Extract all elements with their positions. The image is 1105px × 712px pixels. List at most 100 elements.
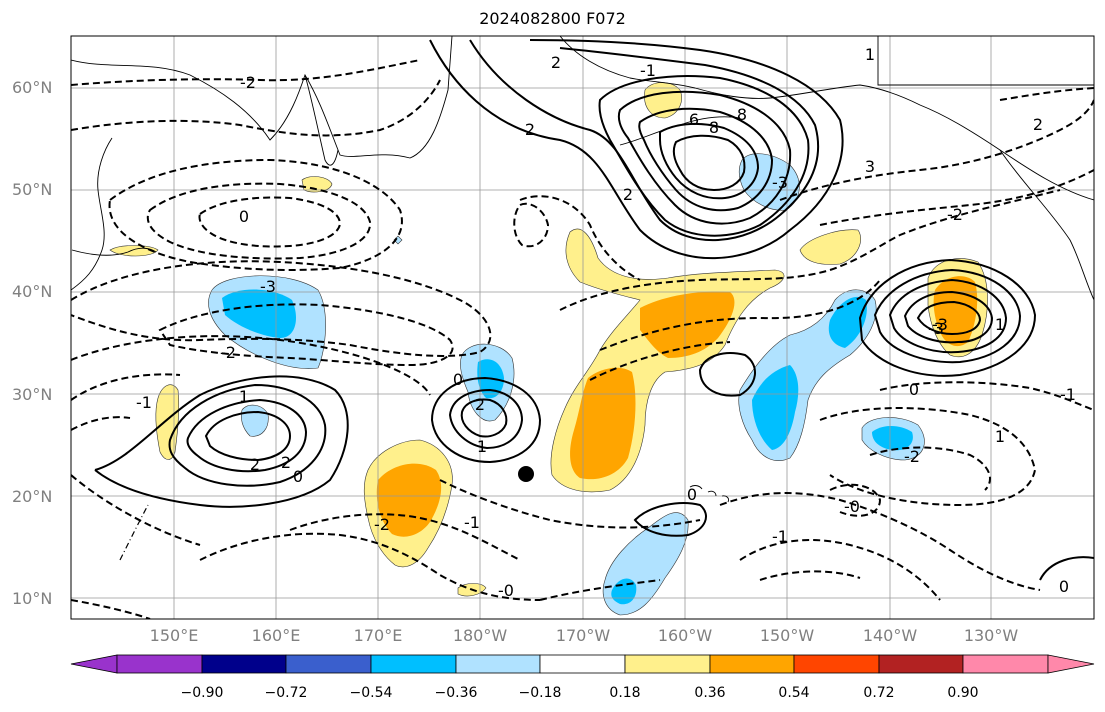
contour-label: 1 bbox=[239, 387, 249, 406]
colorbar-segment bbox=[370, 654, 457, 674]
dash-south-5 bbox=[739, 539, 941, 601]
contour-label: -3 bbox=[772, 173, 788, 192]
contour-north-high-6 bbox=[659, 122, 760, 200]
contour-south-small bbox=[633, 502, 707, 537]
contour-central-small bbox=[698, 352, 756, 397]
dash-north-3 bbox=[108, 158, 403, 271]
colorbar-tick: 0.90 bbox=[947, 685, 979, 701]
map-title: 2024082800 F072 bbox=[479, 9, 626, 28]
shade-pos-northeast bbox=[799, 229, 861, 265]
colorbar-segment bbox=[709, 654, 795, 674]
contour-north-high-1 bbox=[429, 39, 844, 260]
contour-label: -2 bbox=[220, 343, 236, 362]
coastline-hawaii bbox=[689, 485, 729, 503]
colorbar-tick: 0.54 bbox=[778, 685, 810, 701]
dash-mid-5 bbox=[71, 416, 131, 431]
contour-label: 0 bbox=[239, 207, 249, 226]
contour-east-high-1 bbox=[858, 258, 1037, 377]
shade-neg-east-core bbox=[872, 426, 913, 451]
contour-east-high-3 bbox=[888, 278, 1008, 354]
dash-center-3 bbox=[599, 279, 881, 351]
dash-north-1 bbox=[71, 59, 421, 86]
lat-label-40n: 40°N bbox=[12, 282, 53, 301]
dash-east-5 bbox=[819, 407, 1037, 507]
lat-label-60n: 60°N bbox=[12, 78, 53, 97]
contour-label: 1 bbox=[995, 315, 1005, 334]
contour-label: 6 bbox=[689, 110, 699, 129]
colorbar-min-extend bbox=[70, 654, 118, 674]
shade-pos-central-core2 bbox=[570, 367, 636, 480]
dash-mid-3 bbox=[71, 335, 431, 396]
shaded-anomalies bbox=[109, 82, 988, 616]
dash-south-3 bbox=[439, 479, 701, 529]
lat-label-30n: 30°N bbox=[12, 385, 53, 404]
lon-label-180w: 180°W bbox=[452, 626, 508, 645]
contour-label: -2 bbox=[240, 73, 256, 92]
contour-label: 0 bbox=[293, 467, 303, 486]
colorbar-segment bbox=[793, 654, 880, 674]
coastline-japan bbox=[71, 137, 113, 291]
dash-south-8 bbox=[539, 579, 661, 601]
contour-label: -0 bbox=[844, 497, 860, 516]
dash-east-4 bbox=[879, 381, 1094, 411]
coastline-bering bbox=[559, 36, 1094, 201]
shade-neg-central-core2 bbox=[828, 296, 867, 348]
colorbar-segment bbox=[455, 654, 541, 674]
contour-label: -3 bbox=[932, 315, 948, 334]
contour-north-high-3 bbox=[598, 75, 810, 237]
contour-dateline-low-3 bbox=[460, 398, 508, 438]
dash-center-2 bbox=[559, 189, 1061, 311]
contour-dashdot bbox=[119, 504, 149, 561]
contour-label: 0 bbox=[1059, 577, 1069, 596]
lon-label-160e: 160°E bbox=[251, 626, 301, 645]
colorbar-max-extend bbox=[1047, 654, 1095, 674]
contour-label: 2 bbox=[250, 455, 260, 474]
contour-west-high-3 bbox=[186, 398, 308, 473]
contour-label: -3 bbox=[260, 277, 276, 296]
dash-center-4 bbox=[589, 341, 731, 381]
contour-label: -0 bbox=[498, 581, 514, 600]
contour-north-high-4 bbox=[617, 90, 792, 225]
lat-label-10n: 10°N bbox=[12, 589, 53, 608]
dash-north-2 bbox=[71, 79, 441, 137]
contour-label: 0 bbox=[909, 380, 919, 399]
contour-label: 2 bbox=[281, 453, 291, 472]
lon-label-150w: 150°W bbox=[759, 626, 815, 645]
coastlines bbox=[71, 36, 1094, 503]
shade-pos-west-edge bbox=[155, 384, 180, 460]
contour-label: 8 bbox=[709, 118, 719, 137]
contour-label: -2 bbox=[947, 205, 963, 224]
lon-label-140w: 140°W bbox=[862, 626, 918, 645]
dash-south-6 bbox=[759, 570, 861, 581]
negative-contours bbox=[71, 59, 1094, 619]
contour-north-high-5 bbox=[638, 107, 774, 212]
colorbar bbox=[70, 654, 1095, 674]
colorbar-segment bbox=[539, 654, 626, 674]
coastline-alaska-range bbox=[877, 36, 1094, 86]
dash-north-4 bbox=[146, 182, 372, 260]
dash-center-1 bbox=[519, 195, 641, 281]
contour-west-high-2 bbox=[168, 383, 327, 487]
colorbar-tick: −0.18 bbox=[518, 685, 562, 701]
dash-mid-1 bbox=[71, 260, 492, 357]
contour-labels: 2 2 6 8 8 2 1 -1 -3 -3 -2 -3 -2 0 -1 1 2… bbox=[136, 45, 1076, 600]
contour-label: 2 bbox=[623, 185, 633, 204]
dash-south-2 bbox=[289, 513, 521, 561]
dash-north-5 bbox=[198, 196, 342, 248]
dash-south-4 bbox=[719, 492, 1041, 591]
contour-label: -3 bbox=[928, 319, 944, 338]
lon-label-130w: 130°W bbox=[963, 626, 1019, 645]
coastline-na-west bbox=[999, 149, 1094, 301]
shade-neg-west-pacific-core bbox=[222, 289, 296, 338]
dash-east-3 bbox=[999, 87, 1094, 101]
lon-label-150e: 150°E bbox=[149, 626, 199, 645]
contour-label: -2 bbox=[904, 447, 920, 466]
contour-label: 1 bbox=[477, 437, 487, 456]
contour-label: 2 bbox=[475, 395, 485, 414]
contour-north-high-2 bbox=[469, 39, 820, 241]
contour-east-high-2 bbox=[873, 268, 1022, 364]
lon-label-170w: 170°W bbox=[555, 626, 611, 645]
contour-label: 2 bbox=[551, 53, 561, 72]
positive-contours bbox=[94, 39, 1094, 581]
